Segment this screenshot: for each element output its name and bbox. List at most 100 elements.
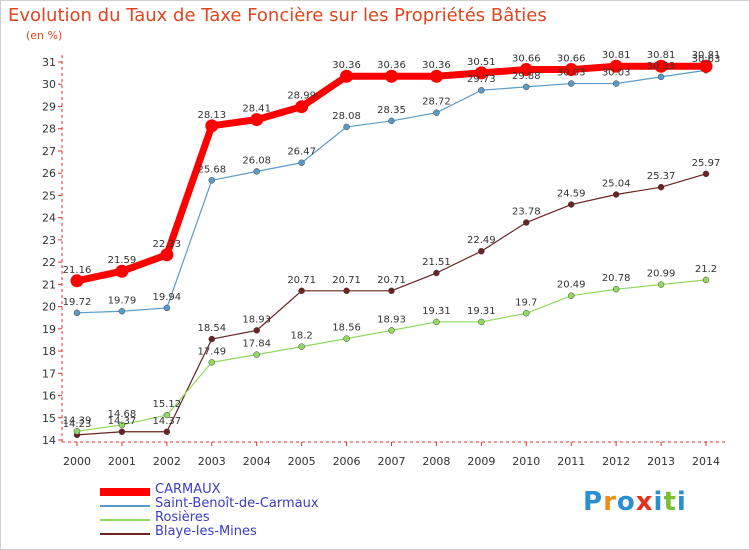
data-label: 26.47	[287, 147, 316, 158]
data-point	[160, 248, 174, 262]
y-tick-label: 15	[42, 412, 56, 425]
data-label: 14.37	[153, 416, 182, 427]
data-label: 30.36	[332, 60, 361, 71]
data-point	[118, 308, 126, 315]
data-label: 24.59	[557, 189, 586, 200]
data-label: 18.93	[377, 314, 406, 325]
data-point	[478, 247, 485, 255]
data-label: 21.59	[108, 255, 137, 266]
data-label: 28.13	[197, 110, 226, 121]
data-label: 30.63	[692, 54, 721, 65]
data-label: 28.72	[422, 97, 451, 108]
logo-letter: i	[676, 487, 687, 517]
legend-swatch	[100, 488, 150, 496]
data-point	[118, 421, 126, 429]
logo-letter: i	[653, 487, 664, 517]
data-label: 30.81	[602, 50, 631, 61]
data-label: 30.66	[512, 54, 541, 65]
data-point	[699, 59, 713, 73]
data-label: 19.31	[422, 306, 451, 317]
data-point	[657, 183, 665, 191]
x-tick-label: 2012	[602, 455, 630, 468]
data-point	[523, 219, 530, 226]
axes: 14 15 16 17 18 19 20 21 22 23 24 25 26 27 28 29 30 31 2000…	[42, 55, 725, 468]
data-point	[702, 170, 710, 178]
data-label: 18.2	[291, 331, 313, 342]
data-label: 18.56	[332, 323, 361, 334]
data-label: 20.49	[557, 280, 586, 291]
data-point	[612, 80, 620, 87]
data-point	[567, 201, 575, 208]
x-tick-label: 2013	[647, 455, 675, 468]
data-point	[208, 177, 216, 184]
data-label: 30.51	[467, 57, 496, 68]
y-tick-label: 29	[42, 100, 56, 113]
data-point	[388, 327, 395, 334]
data-point	[295, 100, 309, 114]
data-label: 22.33	[153, 239, 182, 250]
data-label: 19.94	[153, 292, 182, 303]
data-label: 20.71	[377, 275, 406, 286]
y-tick-label: 28	[42, 123, 56, 136]
x-tick-label: 2009	[467, 455, 495, 468]
x-tick-label: 2006	[333, 455, 361, 468]
chart-title: Evolution du Taux de Taxe Foncière sur l…	[8, 5, 547, 26]
y-tick-label: 31	[42, 56, 56, 69]
data-point	[478, 86, 485, 94]
data-point	[208, 359, 216, 366]
data-point	[73, 428, 81, 435]
data-label: 28.08	[332, 111, 361, 122]
data-label: 30.33	[647, 61, 676, 72]
x-tick-label: 2007	[378, 455, 406, 468]
x-tick-label: 2002	[153, 455, 181, 468]
x-tick-label: 2010	[512, 455, 540, 468]
data-point	[612, 191, 620, 198]
data-label: 28.99	[287, 91, 316, 102]
data-label: 28.41	[242, 104, 271, 115]
data-label: 14.23	[63, 419, 92, 430]
y-tick-label: 20	[42, 301, 56, 314]
data-point	[474, 66, 488, 80]
data-point	[253, 168, 260, 175]
data-point	[433, 318, 440, 326]
data-point	[609, 59, 623, 73]
series-layer	[70, 59, 713, 439]
legend-swatch	[100, 519, 150, 521]
data-label: 23.78	[512, 207, 541, 218]
x-tick-label: 2005	[288, 455, 316, 468]
y-tick-label: 30	[42, 78, 56, 91]
x-tick-label: 2000	[63, 455, 91, 468]
data-point	[253, 327, 260, 334]
data-point	[70, 274, 84, 288]
y-tick-label: 17	[42, 367, 56, 380]
y-tick-label: 24	[42, 212, 56, 225]
data-point	[253, 351, 260, 358]
y-tick-label: 16	[42, 390, 56, 403]
data-label: 18.93	[242, 314, 271, 325]
data-label: 25.97	[692, 158, 721, 169]
data-label: 17.49	[197, 346, 226, 357]
data-label: 18.54	[197, 323, 226, 334]
data-point	[388, 287, 395, 295]
data-point	[163, 428, 171, 436]
data-label: 26.08	[242, 155, 271, 166]
data-point	[343, 123, 350, 131]
data-label: 29.88	[512, 71, 541, 82]
data-point	[523, 83, 530, 91]
data-label: 30.03	[602, 68, 631, 79]
data-label: 15.12	[153, 399, 182, 410]
data-point	[208, 335, 216, 343]
data-point	[118, 428, 126, 436]
data-point	[567, 292, 575, 299]
logo-letter: x	[635, 487, 654, 517]
data-label: 28.35	[377, 105, 406, 116]
data-label: 20.71	[287, 275, 316, 286]
data-point	[433, 109, 440, 116]
brand-logo: Proxiti	[583, 487, 687, 517]
data-point	[657, 281, 665, 288]
data-label: 25.68	[197, 164, 226, 175]
legend-label: Rosières	[155, 510, 210, 525]
legend-swatch	[100, 505, 150, 507]
y-tick-label: 22	[42, 256, 56, 269]
data-label: 14.37	[108, 416, 137, 427]
